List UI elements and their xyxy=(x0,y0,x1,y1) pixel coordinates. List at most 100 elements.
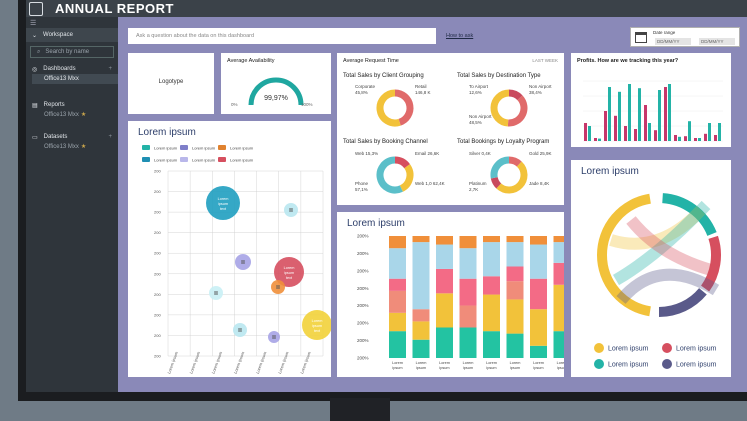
date-to-field[interactable]: DD/MM/YY xyxy=(699,38,735,45)
star-icon[interactable]: ★ xyxy=(80,144,87,150)
loyalty-slice xyxy=(496,161,528,194)
availability-value: 99,97% xyxy=(264,95,288,102)
profit-bar-teal xyxy=(608,87,611,141)
bubble-point xyxy=(235,254,251,270)
y-tick: 200 xyxy=(154,230,161,235)
stacked-segment xyxy=(483,294,500,332)
bubble-glyph: ≣ xyxy=(240,257,245,266)
legend-dot xyxy=(594,359,604,369)
app-menu-icon[interactable] xyxy=(29,1,43,16)
stacked-segment xyxy=(459,278,477,306)
date-range-picker[interactable]: Date range DD/MM/YY DD/MM/YY xyxy=(630,27,740,47)
legend-label: Lorem ipsum xyxy=(154,146,178,151)
stacked-segment xyxy=(389,312,406,332)
bubble-label: Lorem xyxy=(312,319,323,323)
x-label: ipsum xyxy=(533,366,543,370)
sidebar-search-input[interactable]: ⌕ Search by name xyxy=(30,46,114,58)
sidebar-subitem-report[interactable]: Office13 Mxx ★ xyxy=(32,110,118,120)
profit-bar-teal xyxy=(708,123,711,141)
chord-title: Lorem ipsum xyxy=(581,166,639,177)
stacked-segment xyxy=(483,276,500,295)
stacked-segment xyxy=(436,327,453,358)
destination-slice xyxy=(490,89,510,127)
legend-label: Lorem ipsum xyxy=(230,146,254,151)
legend-label: Lorem ipsum xyxy=(192,158,216,163)
stacked-segment xyxy=(459,236,477,249)
y-tick: 200 xyxy=(154,312,161,317)
profit-bar-pink xyxy=(714,135,717,141)
stacked-segment xyxy=(553,236,564,243)
monitor-stand xyxy=(330,398,390,421)
destination-slice xyxy=(508,89,523,101)
x-label: Lorem xyxy=(557,361,564,365)
stacked-segment xyxy=(483,242,500,277)
sidebar-item-datasets[interactable]: ▭ Datasets + xyxy=(32,132,118,142)
chord-arc xyxy=(662,193,717,237)
stacked-segment xyxy=(459,248,477,279)
bubble-label: text xyxy=(314,329,321,333)
sidebar-item-reports[interactable]: ▤ Reports xyxy=(32,100,118,110)
stacked-segment xyxy=(459,327,477,358)
period-label: LAST WEEK xyxy=(532,58,558,63)
bubble-point xyxy=(271,280,285,294)
y-tick: 200 xyxy=(154,271,161,276)
profits-card: Profits. How are we tracking this year? xyxy=(571,53,731,147)
legend-label: Lorem ipsum xyxy=(192,146,216,151)
loyalty-label: Gold 25,9K xyxy=(529,151,552,156)
add-dashboard-icon[interactable]: + xyxy=(108,66,112,72)
profit-bar-teal xyxy=(678,136,681,141)
stacked-card: Lorem ipsum 200% 200% 200% 200% 200% 200% 200%… xyxy=(337,212,564,377)
stacked-segment xyxy=(412,339,430,358)
sidebar-item-dashboards[interactable]: ◎ Dashboards + xyxy=(32,64,118,74)
sidebar-subitem-dataset[interactable]: Office13 Mxx ★ xyxy=(32,142,118,152)
dashboard-screen: ANNUAL REPORT ☰ ⌄ Workspace ⌕ Search by … xyxy=(26,0,747,392)
legend-swatch xyxy=(180,157,188,162)
stacked-segment xyxy=(483,331,500,358)
how-to-ask-link[interactable]: How to ask xyxy=(446,33,474,39)
add-dataset-icon[interactable]: + xyxy=(108,134,112,140)
search-icon: ⌕ xyxy=(37,48,41,55)
stacked-segment xyxy=(506,333,524,358)
availability-title: Average Availability xyxy=(227,58,275,64)
sidebar-subitem-dashboard[interactable]: Office13 Mxx xyxy=(32,74,118,84)
stacked-segment xyxy=(530,345,547,358)
workspace-header[interactable]: ⌄ Workspace xyxy=(26,28,118,42)
bubble-glyph: ≣ xyxy=(213,288,218,297)
bubble-point xyxy=(268,331,280,343)
gauge-min: 0% xyxy=(231,102,238,107)
x-label: ipsum xyxy=(463,366,473,370)
x-label: ipsum xyxy=(486,366,496,370)
profit-bar-pink xyxy=(694,138,697,141)
profit-bar-teal xyxy=(698,138,701,141)
stacked-segment xyxy=(506,281,524,300)
loyalty-label: Silver 0,4K xyxy=(469,151,491,156)
date-from-field[interactable]: DD/MM/YY xyxy=(655,38,691,45)
y-tick: 200% xyxy=(357,356,369,361)
report-item-label: Office13 Mxx xyxy=(44,112,79,118)
stacked-segment xyxy=(412,309,430,322)
client-label: Corporate xyxy=(355,84,376,89)
client-label: 45,8% xyxy=(355,90,368,95)
destination-label: Non Airport xyxy=(529,84,552,89)
stacked-segment xyxy=(553,242,564,263)
qna-input[interactable]: Ask a question about the data on this da… xyxy=(128,28,436,44)
profit-bar-pink xyxy=(674,135,677,141)
star-icon[interactable]: ★ xyxy=(80,112,87,118)
hamburger-icon[interactable]: ☰ xyxy=(30,20,37,27)
chord-chart: Lorem ipsum Lorem ipsum Lorem ipsum Lorem i… xyxy=(594,193,721,369)
loyalty-slice xyxy=(490,156,510,179)
stacked-segment xyxy=(436,236,453,245)
workspace-label: Workspace xyxy=(43,32,73,38)
loyalty-label: Platinum xyxy=(469,181,487,186)
profit-bar-teal xyxy=(598,138,601,141)
stacked-segment xyxy=(412,236,430,243)
bubble-glyph: ≣ xyxy=(288,205,293,214)
stacked-segment xyxy=(389,248,406,279)
profit-bar-pink xyxy=(604,111,607,141)
profit-bar-teal xyxy=(628,84,631,141)
profit-bar-teal xyxy=(638,88,641,141)
bubble-glyph: ≣ xyxy=(237,325,242,334)
legend-label: Lorem ipsum xyxy=(676,362,717,369)
stacked-segment xyxy=(530,236,547,245)
profit-bar-pink xyxy=(644,105,647,141)
